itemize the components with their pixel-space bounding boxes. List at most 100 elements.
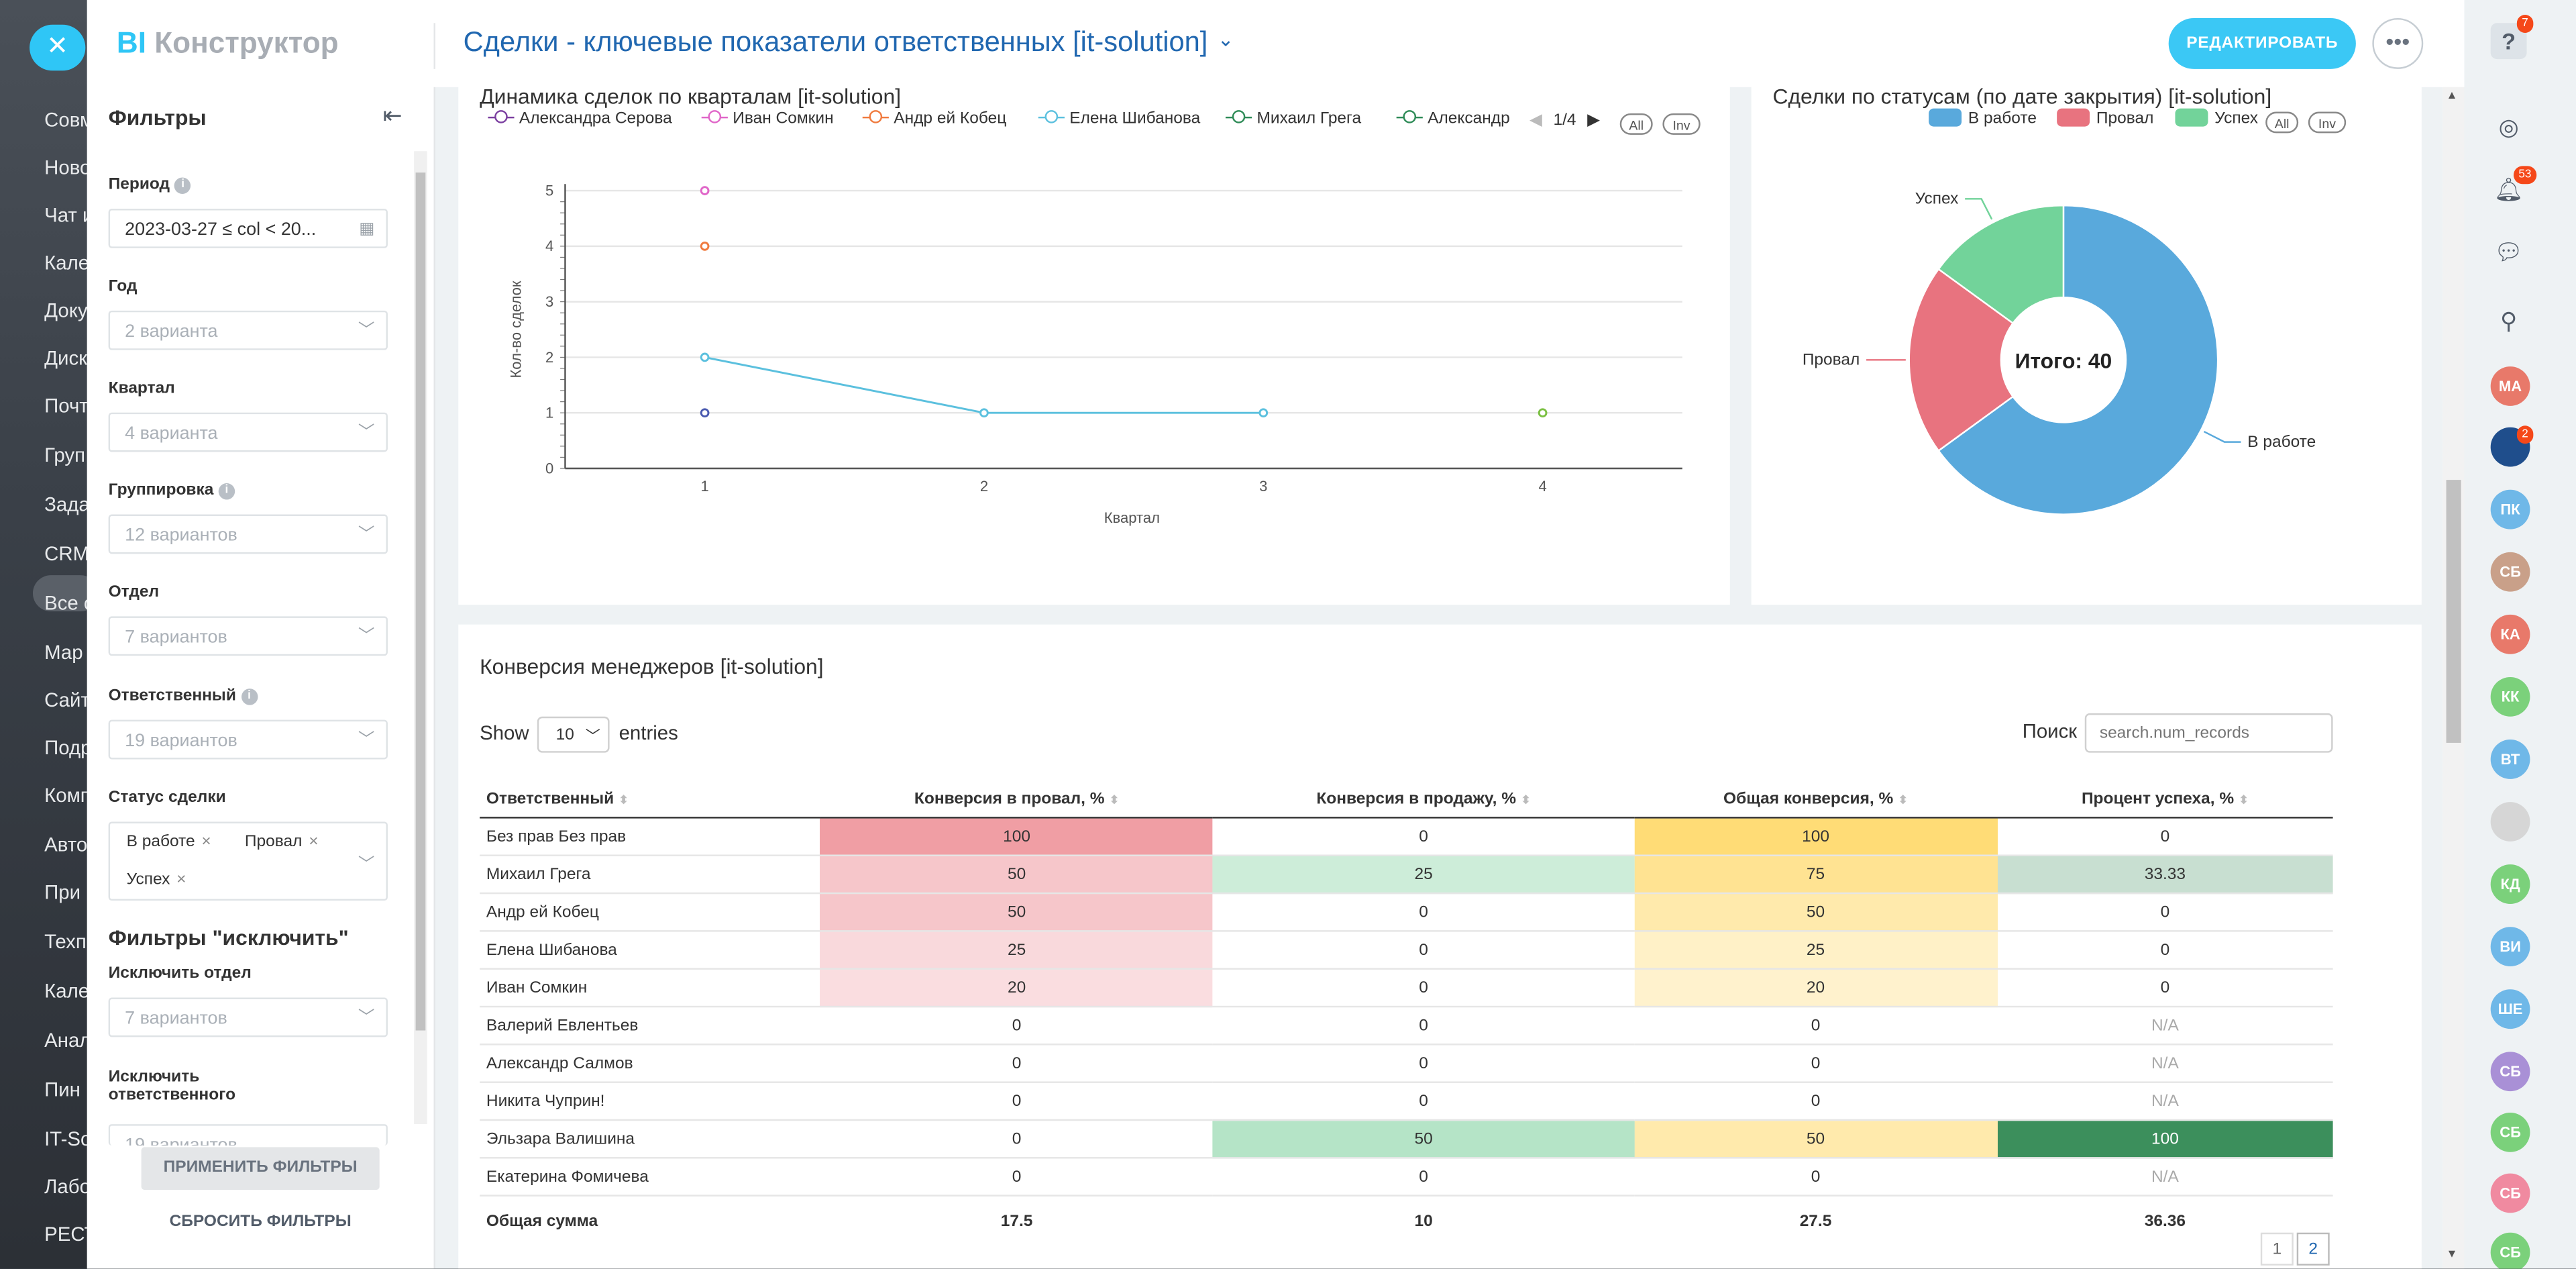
status-multiselect[interactable]: В работе × Провал × Успех × ﹀ <box>108 821 388 901</box>
conversion-table-card: Конверсия менеджеров [it-solution] Show … <box>458 624 2422 1269</box>
year-label: Год <box>108 277 138 296</box>
triangle-right-icon[interactable]: ▶ <box>1587 111 1601 130</box>
chevron-down-icon[interactable]: ⌄ <box>1217 28 1234 51</box>
contact-avatar[interactable]: ВТ <box>2490 740 2530 779</box>
total-cell: 10 <box>1213 1195 1634 1246</box>
collapse-panel-icon[interactable]: ⇤ <box>382 101 402 129</box>
table-row: Иван Сомкин 20 0 20 0 <box>480 968 2333 1008</box>
chevron-down-icon: ﹀ <box>358 627 375 646</box>
legend-inv-button[interactable]: Inv <box>1662 113 1701 135</box>
help-icon[interactable]: ? <box>2490 23 2527 60</box>
entries-select[interactable]: 10 ﹀ <box>537 716 610 753</box>
apply-filters-button[interactable]: ПРИМЕНИТЬ ФИЛЬТРЫ <box>141 1147 380 1190</box>
quarter-select[interactable]: 4 варианта ﹀ <box>108 412 388 452</box>
column-header[interactable]: Конверсия в продажу, % ⬍ <box>1213 780 1634 819</box>
legend-item[interactable]: Андр ей Кобец <box>862 109 1006 128</box>
contact-avatar[interactable]: КД <box>2490 864 2530 904</box>
year-select[interactable]: 2 варианта ﹀ <box>108 310 388 350</box>
contact-avatar[interactable]: ВИ <box>2490 927 2530 967</box>
department-select[interactable]: 7 вариантов ﹀ <box>108 616 388 656</box>
info-icon: i <box>241 689 258 705</box>
remove-tag-icon: × <box>176 870 186 889</box>
search-label: Поиск <box>2022 719 2078 743</box>
status-tag[interactable]: Провал × <box>244 833 319 852</box>
contact-avatar[interactable]: ПК <box>2490 489 2530 529</box>
contact-avatar[interactable]: КА <box>2490 614 2530 654</box>
legend-item[interactable]: Александра Серова <box>488 109 672 128</box>
legend-item[interactable]: Иван Сомкин <box>701 109 834 128</box>
table-cell: 0 <box>1997 968 2333 1008</box>
chat-icon[interactable]: 💬︎ <box>2493 238 2524 265</box>
pie-slice[interactable] <box>1937 204 2065 325</box>
department-label: Отдел <box>108 583 160 602</box>
background-menu-item: Мар <box>44 641 83 664</box>
scroll-down-icon[interactable]: ▼ <box>2446 1249 2458 1261</box>
search-icon[interactable]: ⚲ <box>2500 307 2518 334</box>
contact-avatar[interactable]: СБ <box>2490 1173 2530 1213</box>
exclude-responsible-select[interactable]: 19 вариантов <box>108 1124 388 1146</box>
pie-slice[interactable] <box>1908 268 2015 452</box>
y-axis-label: Кол-во сделок <box>507 281 524 378</box>
table-row: Елена Шибанова 25 0 25 0 <box>480 931 2333 970</box>
pagination-page-1[interactable]: 1 <box>2260 1232 2294 1266</box>
grouping-select[interactable]: 12 вариантов ﹀ <box>108 514 388 554</box>
table-cell: 0 <box>1633 1044 1998 1083</box>
pie-slice[interactable] <box>1937 204 2219 515</box>
y-tick-label: 5 <box>545 182 553 199</box>
filters-scrollbar-thumb[interactable] <box>415 172 426 1031</box>
main-scrollbar-thumb[interactable] <box>2446 480 2461 743</box>
chevron-down-icon: ﹀ <box>358 731 375 750</box>
status-tag[interactable]: В работе × <box>126 833 211 852</box>
reset-filters-button[interactable]: СБРОСИТЬ ФИЛЬТРЫ <box>169 1213 352 1231</box>
table-search-input[interactable] <box>2084 713 2333 753</box>
status-tag[interactable]: Успех × <box>126 870 186 889</box>
pie-legend-item[interactable]: В работе <box>1929 108 2037 128</box>
column-header[interactable]: Процент успеха, % ⬍ <box>1997 780 2333 819</box>
pagination-page-2[interactable]: 2 <box>2296 1232 2330 1266</box>
table-cell: Эльзара Валишина <box>480 1119 820 1159</box>
pie-chart-card: Сделки по статусам (по дате закрытия) [i… <box>1751 87 2422 605</box>
contact-avatar[interactable]: СБ <box>2490 1052 2530 1092</box>
pie-legend-item[interactable]: Успех <box>2175 108 2258 128</box>
legend-item[interactable]: Михаил Грега <box>1225 109 1361 128</box>
close-slider-button[interactable]: ✕ <box>30 24 86 71</box>
background-menu-item: Чат и <box>44 203 94 227</box>
contact-avatar[interactable]: КК <box>2490 676 2530 717</box>
pie-inv-button[interactable]: Inv <box>2308 111 2347 134</box>
exclude-department-select[interactable]: 7 вариантов ﹀ <box>108 997 388 1037</box>
table-cell: 0 <box>820 1007 1214 1046</box>
pie-legend-item[interactable]: Провал <box>2057 108 2153 128</box>
contact-avatar[interactable]: СБ <box>2490 1232 2530 1269</box>
legend-swatch-icon <box>2057 108 2090 127</box>
background-menu-item: При <box>44 880 81 904</box>
legend-item[interactable]: Александр <box>1396 109 1510 128</box>
legend-all-button[interactable]: All <box>1619 113 1653 135</box>
contact-avatar[interactable]: СБ <box>2490 1112 2530 1152</box>
period-field[interactable]: 2023-03-27 ≤ col < 20... ▦ <box>108 209 388 248</box>
table-cell: 0 <box>1213 1082 1634 1121</box>
edit-button[interactable]: РЕДАКТИРОВАТЬ <box>2168 17 2356 69</box>
contact-avatar[interactable]: СБ <box>2490 552 2530 592</box>
column-header[interactable]: Общая конверсия, % ⬍ <box>1633 780 1998 819</box>
dashboard-title[interactable]: Сделки - ключевые показатели ответственн… <box>463 26 1208 58</box>
contact-avatar[interactable]: МА <box>2490 366 2530 406</box>
table-cell: 75 <box>1633 855 1998 895</box>
table-cell: Без прав Без прав <box>480 817 820 856</box>
legend-marker-icon <box>701 109 728 125</box>
scroll-up-icon[interactable]: ▲ <box>2446 90 2458 102</box>
telephony-icon[interactable]: ◎ <box>2498 113 2519 140</box>
legend-item[interactable]: Елена Шибанова <box>1038 109 1200 128</box>
contact-avatar[interactable]: ШЕ <box>2490 989 2530 1029</box>
responsible-select[interactable]: 19 вариантов ﹀ <box>108 719 388 760</box>
background-menu-item: Подр <box>44 736 92 760</box>
contact-avatar[interactable] <box>2490 802 2530 842</box>
chevron-down-icon[interactable]: ﹀ <box>358 856 375 874</box>
more-options-button[interactable]: ••• <box>2372 17 2424 69</box>
table-cell: 0 <box>820 1044 1214 1083</box>
legend-label: Александра Серова <box>519 110 672 129</box>
table-cell: 0 <box>1213 817 1634 856</box>
triangle-left-icon[interactable]: ◀ <box>1529 111 1542 130</box>
column-header[interactable]: Конверсия в провал, % ⬍ <box>820 780 1214 819</box>
column-header[interactable]: Ответственный ⬍ <box>480 780 820 819</box>
pie-all-button[interactable]: All <box>2265 111 2299 134</box>
